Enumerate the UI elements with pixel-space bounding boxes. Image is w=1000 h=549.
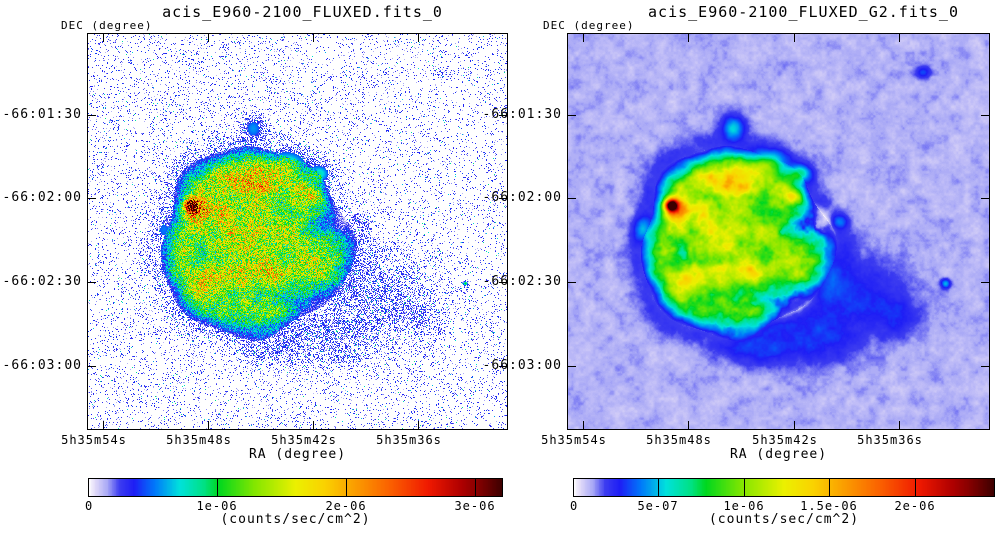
colorbar-tick-label: 0 [570,499,579,513]
ra-axis-label-left: RA (degree) [248,447,347,462]
dec-tick-label: -66:02:30 [2,274,82,289]
dec-tick-label: -66:03:00 [2,358,82,373]
colorbar-tick-label: 2e-06 [894,499,936,513]
ra-tick-label: 5h35m48s [646,433,712,447]
colorbar-tick-label: 1e-06 [196,499,238,513]
dec-tick-label: -66:01:30 [482,107,562,122]
ra-tick-label: 5h35m36s [376,433,442,447]
dec-axis-label-right: DEC (degree) [543,19,635,32]
dec-tick-label: -66:02:00 [2,190,82,205]
ra-tick-label: 5h35m54s [61,433,127,447]
dec-tick-label: -66:03:00 [482,358,562,373]
colorbar-right [573,478,995,497]
ra-tick-label: 5h35m42s [752,433,818,447]
colorbar-tick-label: 5e-07 [637,499,679,513]
colorbar-units-left: (counts/sec/cm^2) [220,512,371,527]
ra-tick-label: 5h35m54s [541,433,607,447]
colorbar-tick-label: 2e-06 [325,499,367,513]
ra-tick-label: 5h35m36s [857,433,923,447]
dec-tick-label: -66:01:30 [2,107,82,122]
colorbar-tick-label: 1.5e-06 [800,499,858,513]
colorbar-tick-label: 3e-06 [454,499,496,513]
sky-image-left [87,33,508,430]
dec-tick-label: -66:02:00 [482,190,562,205]
dec-axis-label-left: DEC (degree) [61,19,153,32]
colorbar-units-right: (counts/sec/cm^2) [708,512,860,527]
panel-right-title: acis_E960-2100_FLUXED_G2.fits_0 [648,3,959,21]
ra-axis-label-right: RA (degree) [729,447,828,462]
colorbar-tick-label: 0 [85,499,94,513]
sky-image-right [567,33,990,430]
ra-tick-label: 5h35m48s [166,433,232,447]
panel-left-title: acis_E960-2100_FLUXED.fits_0 [162,3,443,21]
ra-tick-label: 5h35m42s [271,433,337,447]
colorbar-left [88,478,503,497]
dec-tick-label: -66:02:30 [482,274,562,289]
colorbar-tick-label: 1e-06 [723,499,765,513]
